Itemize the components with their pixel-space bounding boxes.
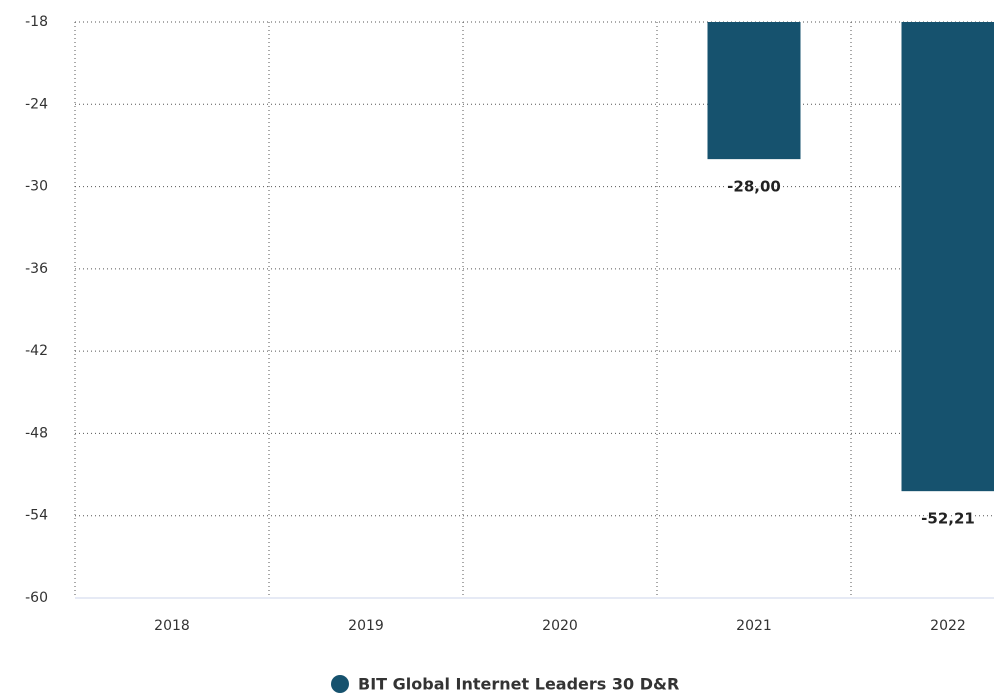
y-tick-label: -54: [25, 508, 48, 524]
x-tick-label: 2020: [542, 618, 578, 634]
x-tick-label: 2018: [154, 618, 190, 634]
y-tick-label: -42: [25, 343, 48, 359]
data-label: -52,21: [921, 510, 975, 528]
x-tick-label: 2022: [930, 618, 966, 634]
y-tick-label: -36: [25, 261, 48, 277]
y-tick-label: -48: [25, 425, 48, 441]
y-tick-label: -60: [25, 590, 48, 606]
y-tick-label: -30: [25, 179, 48, 195]
legend-marker: [331, 675, 349, 693]
y-tick-label: -24: [25, 96, 48, 112]
legend-label: BIT Global Internet Leaders 30 D&R: [358, 675, 679, 694]
y-tick-label: -18: [25, 14, 48, 30]
data-label: -28,00: [727, 178, 781, 196]
bar: [901, 22, 994, 492]
x-tick-label: 2021: [736, 618, 772, 634]
x-tick-label: 2019: [348, 618, 384, 634]
bar: [707, 22, 801, 160]
